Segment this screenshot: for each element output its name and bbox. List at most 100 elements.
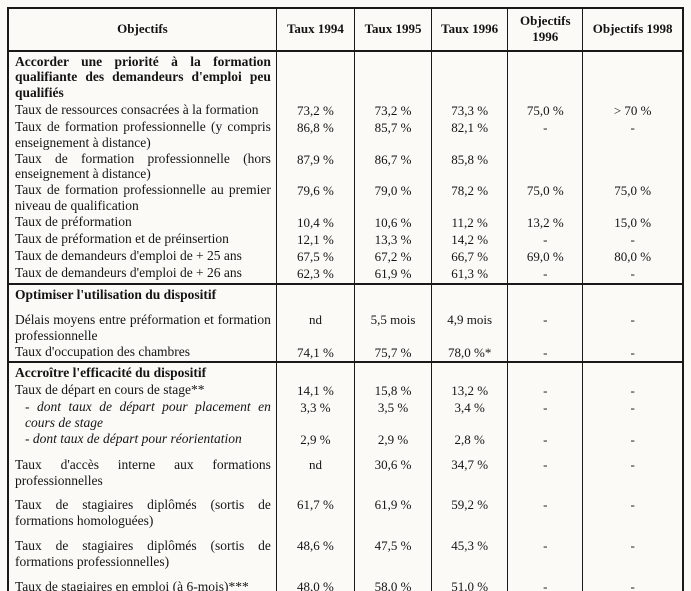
- table-row: Taux d'occupation des chambres 74,1 % 75,7…: [7, 343, 684, 363]
- column-header-taux-1996: Taux 1996: [431, 8, 509, 52]
- row-value: 5,5 mois: [353, 303, 433, 344]
- row-label: Taux d'accès interne aux formations prof…: [7, 447, 277, 489]
- row-value: 61,9 %: [353, 488, 433, 529]
- row-value: -: [507, 303, 584, 344]
- row-value: -: [582, 488, 684, 529]
- row-value: 85,8 %: [431, 150, 509, 183]
- row-value: nd: [275, 303, 356, 344]
- empty-cell: [507, 282, 584, 304]
- empty-cell: [507, 361, 584, 382]
- row-value: 2,9 %: [275, 430, 356, 448]
- column-header-taux-1995: Taux 1995: [353, 8, 433, 52]
- row-value: -: [507, 569, 584, 591]
- row-value: 13,2 %: [431, 381, 509, 400]
- empty-cell: [507, 49, 584, 102]
- column-header-objectifs: Objectifs: [7, 8, 277, 52]
- row-value: [507, 150, 584, 183]
- row-value: 82,1 %: [431, 119, 509, 151]
- row-value: 4,9 mois: [431, 303, 509, 344]
- row-value: -: [582, 430, 684, 448]
- column-header-taux-1994: Taux 1994: [275, 8, 356, 52]
- row-value: -: [582, 528, 684, 570]
- table-row: Taux de préformation et de préinsertion 1…: [7, 230, 684, 249]
- row-value: -: [507, 447, 584, 489]
- row-value: 78,0 %*: [431, 343, 509, 363]
- column-header-objectifs-1998: Objectifs 1998: [582, 8, 684, 52]
- table-row: Taux de demandeurs d'emploi de + 25 ans 6…: [7, 248, 684, 266]
- table-row: Taux de formation professionnelle (hors …: [7, 150, 684, 183]
- row-value: -: [507, 488, 584, 529]
- row-label: Taux de stagiaires en emploi (à 6-mois)*…: [7, 569, 277, 591]
- row-value: 13,3 %: [353, 230, 433, 249]
- empty-cell: [431, 49, 509, 102]
- row-value: 62,3 %: [275, 265, 356, 284]
- row-value: -: [507, 399, 584, 431]
- row-label: Taux de préformation: [7, 213, 277, 231]
- section-title-row: Optimiser l'utilisation du dispositif: [7, 282, 684, 304]
- row-value: 87,9 %: [275, 150, 356, 183]
- table-row: Délais moyens entre préformation et form…: [7, 303, 684, 344]
- row-value: 47,5 %: [353, 528, 433, 570]
- row-value: 66,7 %: [431, 248, 509, 266]
- row-label: Taux de stagiaires diplômés (sortis de f…: [7, 488, 277, 529]
- row-value: 14,2 %: [431, 230, 509, 249]
- table-row: Taux de demandeurs d'emploi de + 26 ans 6…: [7, 265, 684, 284]
- row-label: Taux de préformation et de préinsertion: [7, 230, 277, 249]
- row-value: -: [507, 119, 584, 151]
- row-value: 3,4 %: [431, 399, 509, 431]
- row-value: 75,0 %: [582, 182, 684, 214]
- table-row: Taux de stagiaires diplômés (sortis de f…: [7, 528, 684, 570]
- empty-cell: [353, 49, 433, 102]
- row-value: 3,5 %: [353, 399, 433, 431]
- row-value: -: [507, 528, 584, 570]
- row-value: 75,0 %: [507, 101, 584, 120]
- row-value: 3,3 %: [275, 399, 356, 431]
- row-value: 73,2 %: [353, 101, 433, 120]
- row-value: -: [507, 265, 584, 284]
- row-label: Taux de demandeurs d'emploi de + 25 ans: [7, 248, 277, 266]
- row-label: Taux de stagiaires diplômés (sortis de f…: [7, 528, 277, 570]
- section-title: Accorder une priorité à la formation qua…: [7, 49, 277, 102]
- row-value: 14,1 %: [275, 381, 356, 400]
- row-value: 10,6 %: [353, 213, 433, 231]
- row-value: -: [582, 569, 684, 591]
- table-body: Accorder une priorité à la formation qua…: [7, 49, 684, 591]
- row-label: Taux de ressources consacrées à la forma…: [7, 101, 277, 120]
- row-label: Taux d'occupation des chambres: [7, 343, 277, 363]
- empty-cell: [582, 361, 684, 382]
- row-value: 34,7 %: [431, 447, 509, 489]
- row-label: Délais moyens entre préformation et form…: [7, 303, 277, 344]
- row-value: 79,6 %: [275, 182, 356, 214]
- section-title: Optimiser l'utilisation du dispositif: [7, 282, 277, 304]
- row-value: > 70 %: [582, 101, 684, 120]
- row-value: -: [582, 303, 684, 344]
- empty-cell: [582, 49, 684, 102]
- row-value: 80,0 %: [582, 248, 684, 266]
- row-value: -: [582, 119, 684, 151]
- row-value: 45,3 %: [431, 528, 509, 570]
- row-value: 86,7 %: [353, 150, 433, 183]
- row-value: 15,8 %: [353, 381, 433, 400]
- empty-cell: [353, 361, 433, 382]
- table-row: Taux d'accès interne aux formations prof…: [7, 447, 684, 489]
- table-row: Taux de ressources consacrées à la forma…: [7, 101, 684, 120]
- row-value: 85,7 %: [353, 119, 433, 151]
- table-row: Taux de stagiaires en emploi (à 6-mois)*…: [7, 569, 684, 591]
- row-value: 86,8 %: [275, 119, 356, 151]
- table-row: Taux de formation professionnelle au pre…: [7, 182, 684, 214]
- row-label: Taux de demandeurs d'emploi de + 26 ans: [7, 265, 277, 284]
- row-label: - dont taux de départ pour réorientation: [7, 430, 277, 448]
- table-row: Taux de stagiaires diplômés (sortis de f…: [7, 488, 684, 529]
- row-value: -: [507, 343, 584, 363]
- empty-cell: [582, 282, 684, 304]
- row-value: 75,7 %: [353, 343, 433, 363]
- row-value: -: [582, 381, 684, 400]
- row-value: 61,7 %: [275, 488, 356, 529]
- section-title-row: Accorder une priorité à la formation qua…: [7, 49, 684, 102]
- table-row: - dont taux de départ pour réorientation…: [7, 430, 684, 448]
- header-row: Objectifs Taux 1994 Taux 1995 Taux 1996 …: [7, 8, 684, 52]
- row-value: 78,2 %: [431, 182, 509, 214]
- empty-cell: [353, 282, 433, 304]
- column-header-objectifs-1996: Objectifs 1996: [507, 8, 584, 52]
- row-value: 73,3 %: [431, 101, 509, 120]
